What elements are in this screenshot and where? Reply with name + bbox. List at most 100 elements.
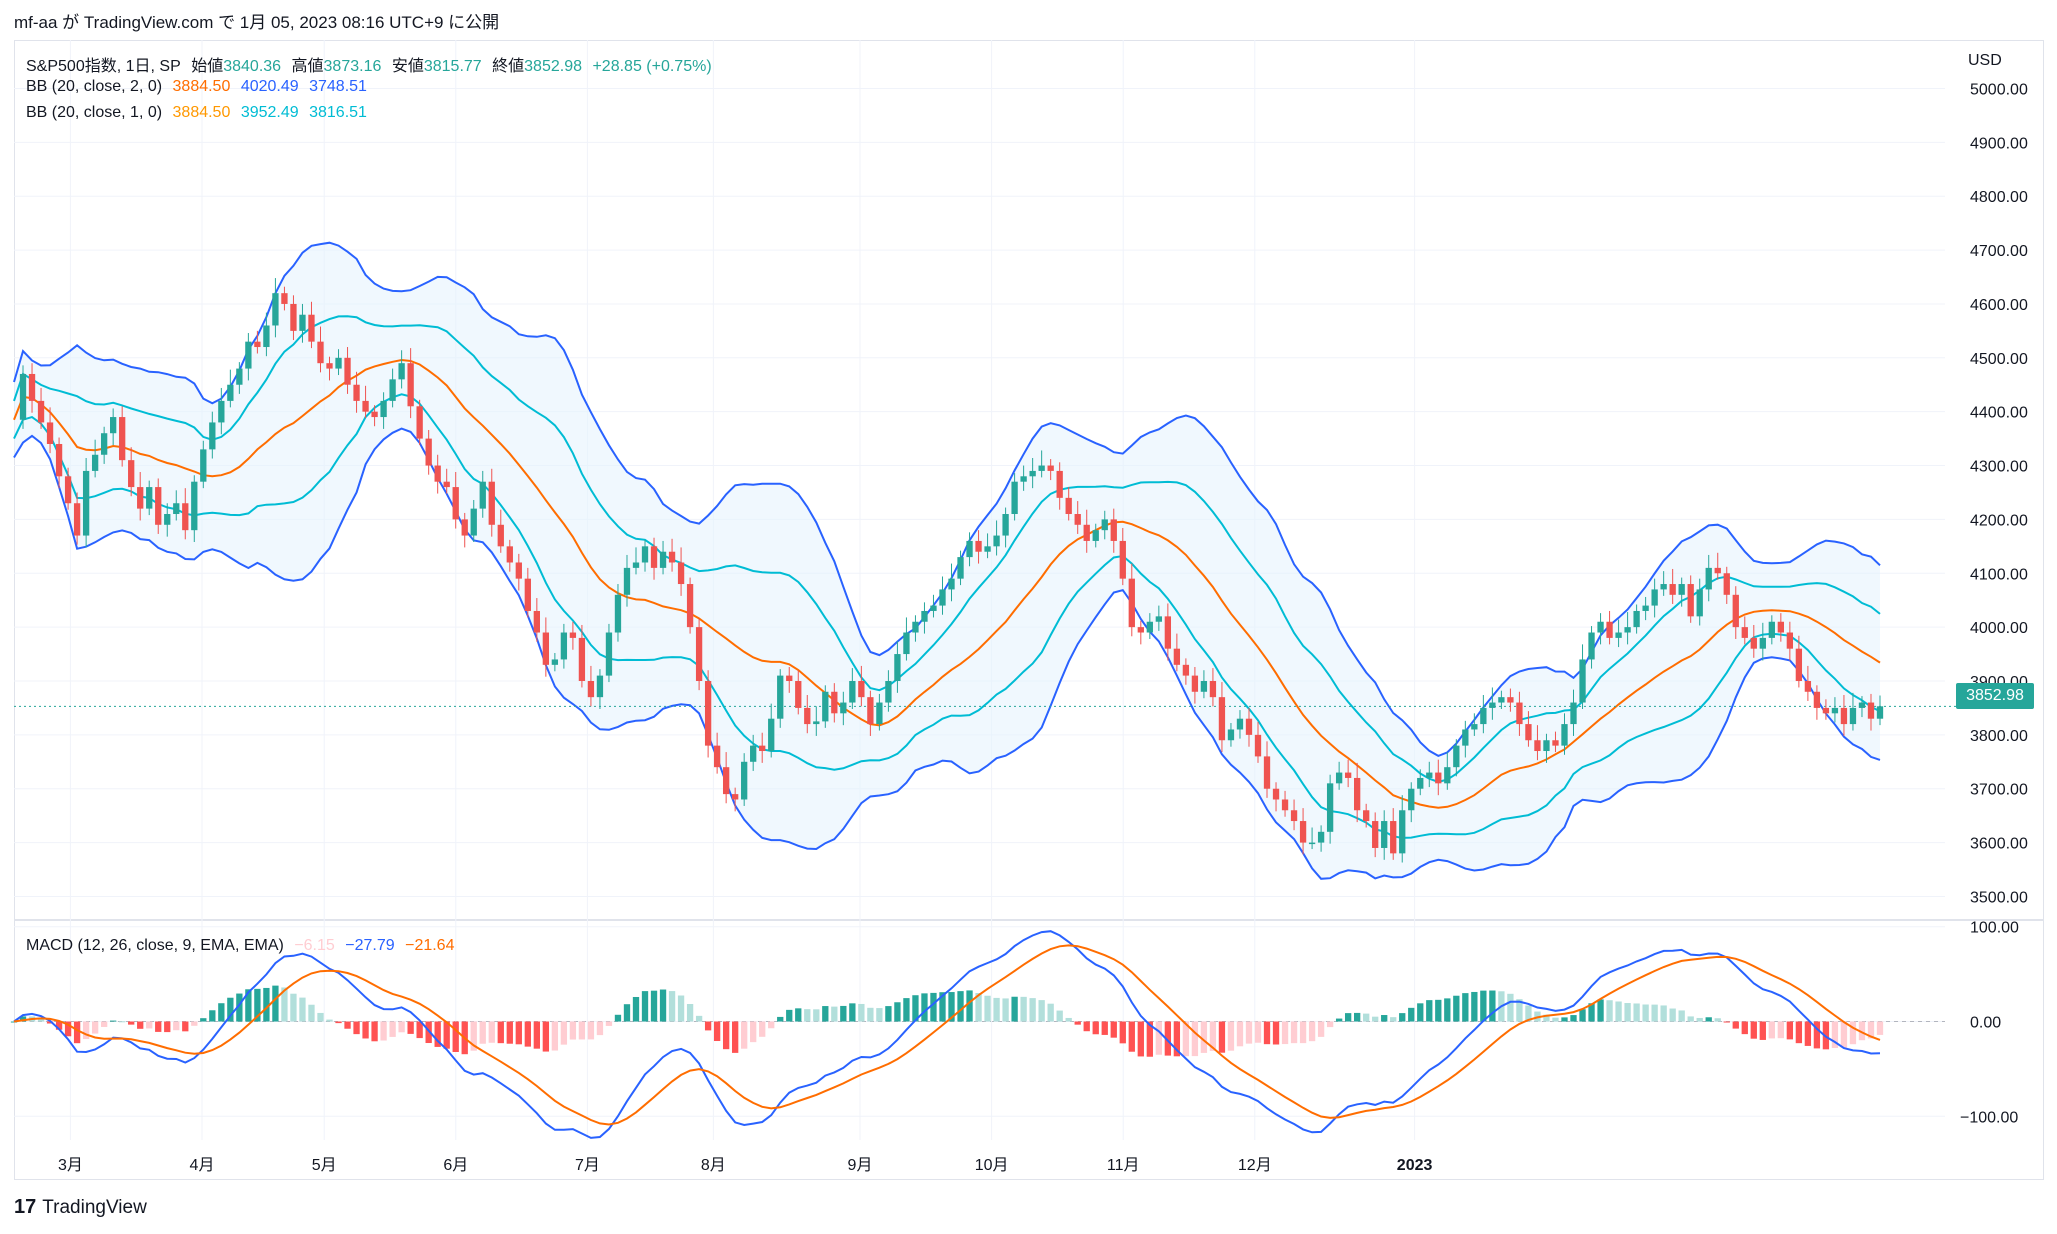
candle-body — [1236, 718, 1244, 730]
macd-histogram-bar — [1768, 1021, 1775, 1039]
symbol-label[interactable]: S&P500指数, 1日, SP — [26, 58, 181, 75]
candle-body — [209, 422, 216, 450]
candle-body — [380, 400, 387, 418]
candle-body — [1290, 810, 1298, 822]
macd-histogram-bar — [91, 1021, 99, 1034]
macd-histogram-bar — [1741, 1021, 1748, 1035]
macd-histogram-bar — [452, 1021, 459, 1052]
macd-signal-value: −21.64 — [405, 937, 455, 954]
price-tick-label: 4400.00 — [1970, 405, 2028, 422]
macd-histogram-bar — [146, 1021, 153, 1029]
candle-body — [1317, 831, 1325, 843]
macd-tick-label: 100.00 — [1970, 920, 2019, 937]
bb1-mid-value: 3884.50 — [172, 104, 231, 121]
macd-histogram-bar — [1507, 993, 1514, 1022]
macd-histogram-bar — [713, 1021, 721, 1042]
macd-histogram-bar — [921, 993, 928, 1022]
candle-body — [1182, 664, 1190, 676]
candle-body — [1164, 616, 1172, 649]
candle-body — [128, 460, 135, 488]
candle-body — [984, 546, 991, 552]
bb2-legend[interactable]: BB (20, close, 2, 0) 3884.50 4020.49 374… — [26, 78, 373, 96]
macd-histogram-bar — [939, 992, 946, 1022]
macd-histogram-bar — [894, 1002, 901, 1022]
candle-body — [542, 632, 550, 665]
candle-body — [1732, 594, 1739, 628]
bb1-upper-line — [13, 315, 1881, 783]
macd-histogram-bar — [957, 991, 964, 1022]
macd-histogram-bar — [37, 1019, 45, 1022]
candle-body — [1687, 584, 1694, 617]
candle-body — [1534, 740, 1541, 752]
bb2-mid-value: 3884.50 — [172, 78, 231, 95]
candle-body — [858, 680, 865, 698]
candle-body — [1254, 734, 1262, 757]
macd-histogram-bar — [371, 1021, 378, 1042]
bb1-upper-value: 3952.49 — [240, 104, 299, 121]
price-tick-label: 5000.00 — [1970, 81, 2028, 98]
macd-histogram-bar — [1272, 1021, 1280, 1045]
macd-histogram-bar — [209, 1010, 216, 1022]
tradingview-brand[interactable]: 17 TradingView — [14, 1196, 147, 1219]
macd-histogram-bar — [1065, 1017, 1072, 1022]
macd-histogram-bar — [164, 1021, 171, 1033]
macd-histogram-bar — [1381, 1015, 1388, 1022]
price-tick-label: 4900.00 — [1970, 135, 2028, 152]
candle-body — [1056, 470, 1063, 498]
macd-histogram-bar — [1813, 1021, 1821, 1049]
candle-body — [416, 406, 423, 439]
candle-body — [939, 589, 946, 606]
candle-body — [1642, 605, 1649, 611]
candle-body — [1245, 718, 1253, 735]
macd-histogram-bar — [668, 991, 676, 1022]
macd-histogram-bar — [308, 1004, 315, 1022]
candle-body — [1462, 729, 1469, 746]
bb1-label: BB (20, close, 1, 0) — [26, 104, 163, 121]
macd-histogram-bar — [1326, 1021, 1334, 1028]
candle-body — [1381, 821, 1388, 848]
macd-histogram-bar — [1840, 1021, 1848, 1048]
candle-body — [182, 503, 189, 531]
macd-histogram-bar — [407, 1021, 414, 1034]
candle-body — [1299, 821, 1307, 843]
macd-histogram-bar — [1642, 1004, 1649, 1022]
macd-histogram-bar — [1399, 1013, 1406, 1022]
candle-body — [813, 721, 820, 725]
candle-body — [281, 293, 288, 304]
bb1-legend[interactable]: BB (20, close, 1, 0) 3884.50 3952.49 381… — [26, 104, 373, 122]
candle-body — [1840, 707, 1848, 725]
macd-histogram-bar — [425, 1021, 432, 1044]
bb1-lower-line — [13, 393, 1881, 839]
candle-body — [1507, 697, 1514, 703]
macd-legend[interactable]: MACD (12, 26, close, 9, EMA, EMA) −6.15 … — [26, 937, 460, 955]
open-value: 3840.36 — [223, 58, 282, 75]
candle-body — [1741, 627, 1748, 638]
macd-histogram-bar — [335, 1021, 342, 1024]
macd-histogram-bar — [786, 1009, 793, 1022]
macd-histogram-bar — [1128, 1021, 1135, 1052]
candle-body — [344, 357, 351, 385]
candle-body — [1191, 675, 1199, 692]
macd-histogram-bar — [1606, 1000, 1613, 1022]
macd-histogram-bar — [732, 1021, 739, 1053]
candle-body — [1597, 621, 1604, 633]
macd-histogram-bar — [236, 993, 243, 1022]
macd-histogram-bar — [1290, 1021, 1298, 1044]
candle-body — [1831, 707, 1839, 714]
macd-histogram-bar — [1245, 1021, 1253, 1044]
macd-histogram-bar — [82, 1021, 90, 1040]
candle-body — [479, 481, 486, 509]
time-tick-label: 9月 — [848, 1157, 873, 1174]
macd-histogram-bar — [1029, 998, 1036, 1022]
candle-body — [795, 680, 802, 708]
macd-histogram-bar — [389, 1021, 396, 1037]
candle-body — [119, 417, 126, 461]
candle-body — [587, 680, 595, 698]
candle-body — [677, 562, 685, 585]
macd-histogram-bar — [759, 1021, 766, 1037]
macd-line — [13, 930, 1881, 1139]
candle-body — [326, 363, 333, 369]
candle-body — [1768, 621, 1775, 638]
candle-body — [1119, 540, 1126, 579]
